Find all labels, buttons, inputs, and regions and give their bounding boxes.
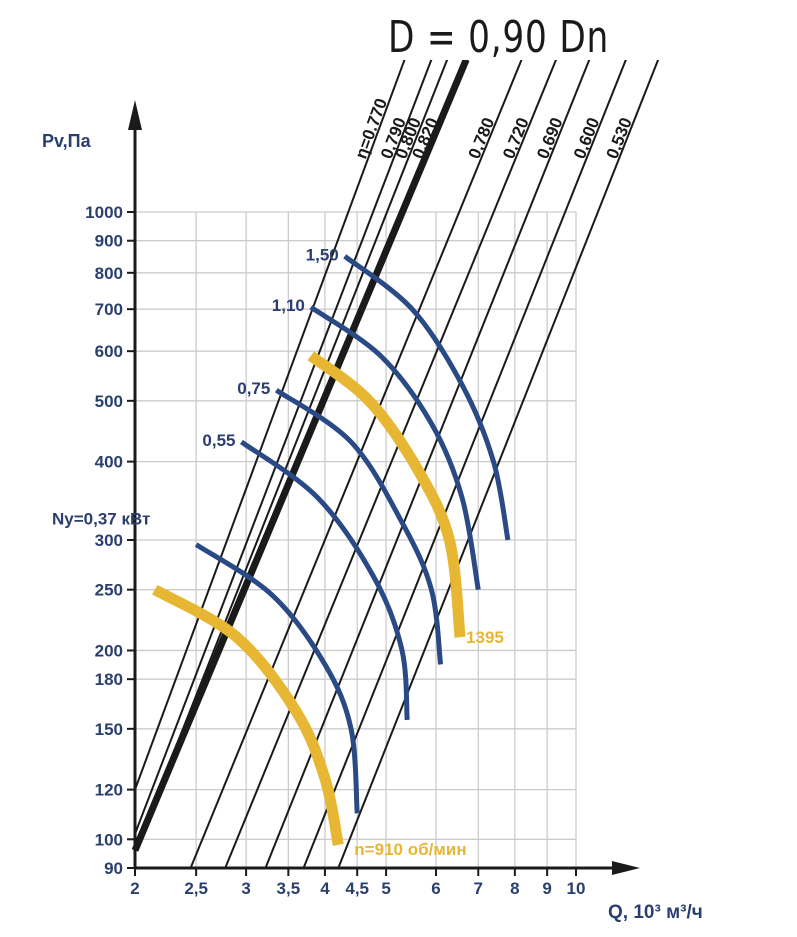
chart-title: D = 0,90 Dn [388,12,610,63]
grid [135,211,577,868]
x-tick-label: 4,5 [345,879,369,898]
y-tick-label: 120 [95,781,123,800]
rpm-curve [307,351,466,638]
rpm-label: n=910 об/мин [354,840,466,859]
rpm-curve [152,584,344,846]
power-label: 0,55 [202,431,235,450]
y-tick-label: 200 [95,641,123,660]
x-tick-label: 2,5 [184,879,208,898]
power-label: Ny=0,37 кВт [52,510,150,529]
efficiency-line [134,60,406,790]
x-tick-label: 5 [381,879,390,898]
power-curve [194,542,360,814]
x-axis-arrow [612,861,640,875]
y-tick-label: 300 [95,531,123,550]
efficiency-line [131,60,470,852]
efficiency-line [134,60,433,835]
x-tick-label: 2 [130,879,139,898]
efficiency-line [337,60,660,869]
axes: 2 2,5 3 3,5 4 4,5 5 6 7 8 9 10 90 100 120 150 180 200 250 3… [85,100,640,898]
y-tick-label: 600 [95,342,123,361]
efficiency-label: 0,690 [533,115,566,162]
power-curve [240,439,410,721]
efficiency-line [302,60,627,869]
y-tick-label: 700 [95,300,123,319]
y-tick-label: 250 [95,581,123,600]
efficiency-line [264,60,591,869]
y-tick-label: 1000 [85,203,123,222]
y-tick-label: 180 [95,670,123,689]
y-tick-label: 150 [95,720,123,739]
x-tick-label: 3 [241,879,250,898]
power-curve [274,388,444,665]
efficiency-label: 0,600 [570,115,603,162]
y-tick-label: 500 [95,392,123,411]
y-tick-label: 90 [104,859,123,878]
performance-curves [152,254,511,846]
x-tick-label: 10 [567,879,586,898]
efficiency-line [224,60,558,869]
power-label: 1,50 [306,245,339,264]
power-curve [309,305,481,591]
efficiency-label: 0,780 [465,115,499,162]
x-tick-label: 7 [474,879,483,898]
y-tick-label: 400 [95,453,123,472]
efficiency-label: 0,530 [603,115,636,162]
rpm-label: 1395 [466,628,504,647]
y-tick-label: 800 [95,264,123,283]
x-tick-label: 3,5 [277,879,301,898]
x-tick-label: 6 [431,879,440,898]
power-label: 1,10 [272,296,305,315]
x-tick-label: 4 [320,879,330,898]
x-tick-label: 9 [542,879,551,898]
y-axis-title: Pv,Па [42,131,92,151]
y-tick-label: 100 [95,830,123,849]
y-axis-arrow [128,100,142,130]
x-tick-label: 8 [510,879,519,898]
power-label: 0,75 [237,379,270,398]
power-curve [343,254,511,541]
efficiency-line [189,60,523,869]
efficiency-lines [131,60,660,869]
x-axis-title: Q, 10³ м³/ч [608,902,703,923]
efficiency-label: 0,720 [499,115,533,162]
y-tick-label: 900 [95,232,123,251]
